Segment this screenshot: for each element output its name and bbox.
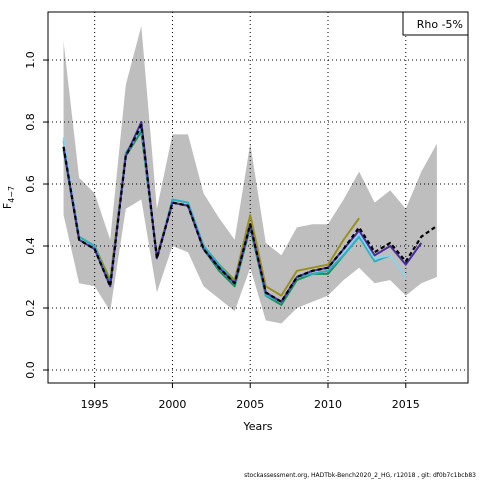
footer: stockassessment.org, HADTbk-Bench2020_2_…	[244, 472, 476, 479]
x-tick-label: 2005	[236, 398, 264, 411]
y-axis-label: F4−7	[1, 186, 16, 209]
x-tick-label: 2000	[158, 398, 186, 411]
y-axis-label-main: F	[1, 203, 14, 209]
x-tick-label: 2010	[314, 398, 342, 411]
x-axis-label: Years	[242, 420, 272, 433]
annotation: Rho -5%	[417, 18, 463, 31]
series-line	[62, 124, 438, 303]
y-tick-label: 0.8	[24, 113, 37, 130]
y-tick-label: 0.4	[24, 237, 37, 255]
y-axis-label-sub: 4−7	[7, 186, 16, 203]
y-tick-label: 0.6	[24, 175, 37, 193]
annotation-box	[402, 11, 469, 36]
x-tick-label: 1995	[81, 398, 109, 411]
x-tick-label: 2015	[392, 398, 420, 411]
plot-frame	[47, 11, 469, 384]
y-tick-label: 1.0	[24, 51, 37, 69]
y-tick-label: 0.2	[24, 299, 37, 317]
y-tick-label: 0.0	[24, 361, 37, 379]
